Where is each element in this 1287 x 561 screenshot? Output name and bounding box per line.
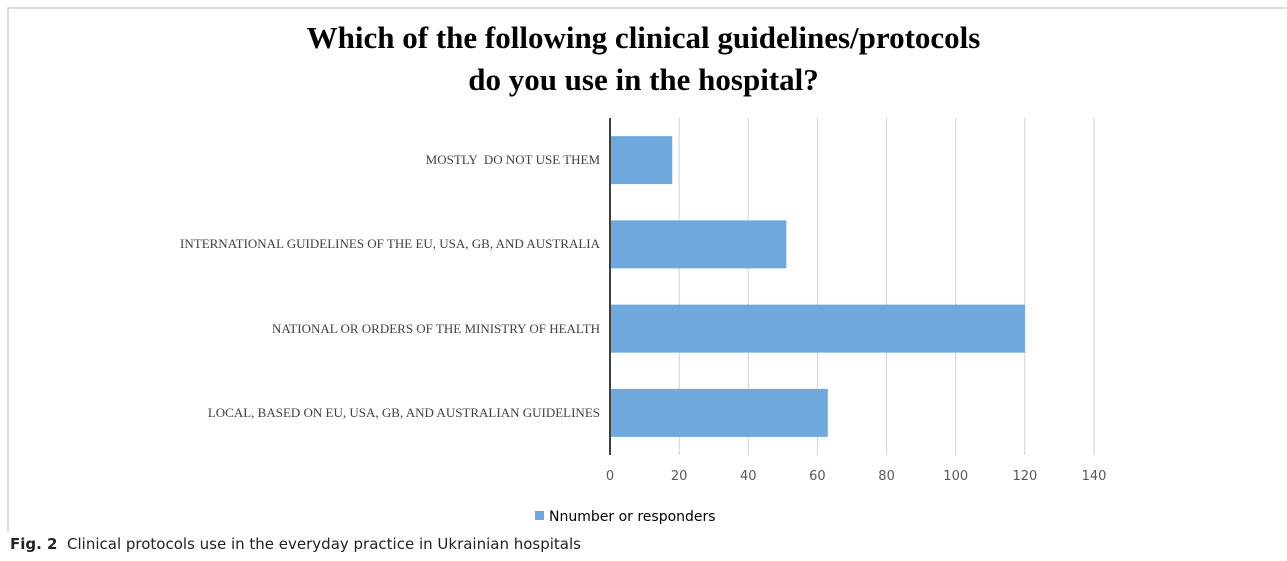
chart-frame (7, 7, 1287, 532)
x-tick-label: 80 (878, 469, 895, 484)
legend-label: Nnumber or responders (549, 509, 716, 525)
caption-text: Clinical protocols use in the everyday p… (67, 535, 581, 553)
x-tick-label: 120 (1012, 469, 1037, 484)
x-tick-label: 140 (1082, 469, 1107, 484)
bar (610, 136, 673, 185)
y-tick-label: LOCAL, BASED ON EU, USA, GB, AND AUSTRAL… (207, 404, 600, 420)
bar (610, 304, 1025, 353)
x-tick-label: 0 (606, 469, 614, 484)
x-tick-label: 40 (740, 469, 757, 484)
caption: Fig. 2 Clinical protocols use in the eve… (10, 535, 581, 553)
y-tick-label: NATIONAL OR ORDERS OF THE MINISTRY OF HE… (271, 320, 600, 336)
x-tick-label: 20 (671, 469, 688, 484)
x-tick-label: 60 (809, 469, 826, 484)
caption-label: Fig. 2 (10, 535, 58, 553)
x-tick-label: 100 (943, 469, 968, 484)
bar (610, 388, 828, 437)
y-tick-label: MOSTLY DO NOT USE THEM (425, 152, 600, 168)
chart-title: do you use in the hospital? (468, 62, 819, 97)
bar (610, 220, 787, 269)
chart-title: Which of the following clinical guidelin… (306, 20, 981, 55)
y-tick-label: INTERNATIONAL GUIDELINES OF THE EU, USA,… (180, 236, 600, 252)
legend-swatch (535, 511, 544, 520)
